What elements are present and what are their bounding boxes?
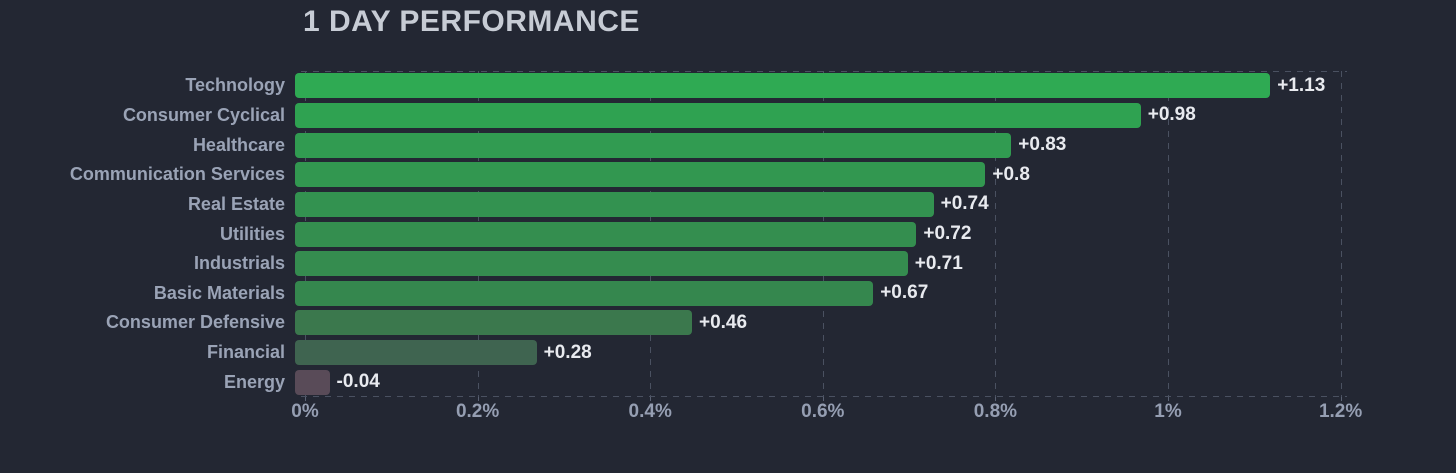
table-row: Energy -0.04 <box>0 367 1456 397</box>
table-row: Consumer Defensive +0.46 <box>0 308 1456 338</box>
x-tick-label: 0% <box>291 401 319 422</box>
performance-bar <box>295 280 874 306</box>
performance-bar <box>295 191 934 217</box>
category-label: Financial <box>206 342 285 363</box>
bar-value-label: +0.46 <box>698 311 748 333</box>
bar-value-label: +0.83 <box>1018 134 1067 156</box>
bar-value-label: -0.04 <box>336 371 380 393</box>
bar-value-label: +0.28 <box>543 341 592 363</box>
bar-value-label: +0.98 <box>1147 104 1196 126</box>
chart-title: 1 DAY PERFORMANCE <box>303 5 640 38</box>
axis-tick-1.2 <box>1340 397 1342 401</box>
performance-bar <box>295 132 1012 158</box>
table-row: Healthcare +0.83 <box>0 130 1456 160</box>
performance-bar <box>295 340 537 366</box>
performance-bar <box>295 162 986 188</box>
bar-value-label: +0.8 <box>992 163 1030 185</box>
plot-top-border <box>301 71 1347 72</box>
category-label: Consumer Defensive <box>105 312 285 333</box>
table-row: Communication Services +0.8 <box>0 160 1456 190</box>
table-row: Utilities +0.72 <box>0 219 1456 249</box>
table-row: Technology +1.13 <box>0 71 1456 101</box>
x-tick-label: 1% <box>1154 401 1182 422</box>
table-row: Consumer Cyclical +0.98 <box>0 101 1456 131</box>
performance-bar <box>295 310 692 336</box>
gridline-0.8 <box>995 71 997 397</box>
x-tick-label: 0.6% <box>801 401 845 422</box>
axis-tick-0.4 <box>650 397 652 401</box>
axis-tick-0.8 <box>995 397 997 401</box>
x-axis: 0% 0.2% 0.4% 0.6% 0.8% 1% 1.2% <box>291 401 1405 427</box>
bar-value-label: +0.72 <box>923 223 972 245</box>
table-row: Real Estate +0.74 <box>0 190 1456 220</box>
category-label: Industrials <box>193 253 285 274</box>
category-label: Healthcare <box>192 134 285 155</box>
bar-value-label: +0.74 <box>940 193 989 215</box>
gridline-1.2 <box>1340 71 1342 397</box>
performance-bar <box>295 251 908 277</box>
performance-bar <box>295 221 917 247</box>
x-tick-label: 0.8% <box>973 401 1018 422</box>
performance-bar <box>295 102 1141 128</box>
gridline-1 <box>1168 71 1169 397</box>
x-tick-label: 0.4% <box>628 401 672 422</box>
axis-tick-0.2 <box>477 397 479 401</box>
table-row: Financial +0.28 <box>0 338 1456 368</box>
bar-value-label: +0.67 <box>880 282 929 304</box>
table-row: Industrials +0.71 <box>0 249 1456 279</box>
table-row: Basic Materials +0.67 <box>0 278 1456 308</box>
category-label: Real Estate <box>187 193 285 214</box>
axis-tick-1 <box>1168 397 1169 401</box>
category-label: Utilities <box>219 223 285 244</box>
x-axis-line <box>301 396 1347 397</box>
x-tick-label: 0.2% <box>455 401 500 422</box>
category-label: Basic Materials <box>153 282 285 303</box>
bar-rows: Technology +1.13 Consumer Cyclical +0.98 Hea… <box>0 71 1456 397</box>
axis-tick-0 <box>305 397 306 401</box>
category-label: Energy <box>223 371 285 392</box>
category-label: Technology <box>185 75 285 96</box>
performance-bar <box>295 369 330 395</box>
bar-value-label: +0.71 <box>914 252 963 274</box>
axis-tick-0.6 <box>822 397 824 401</box>
bar-value-label: +1.13 <box>1277 74 1326 96</box>
category-label: Consumer Cyclical <box>122 104 285 125</box>
category-label: Communication Services <box>69 164 285 185</box>
x-tick-label: 1.2% <box>1318 401 1363 422</box>
performance-bar <box>295 73 1271 99</box>
